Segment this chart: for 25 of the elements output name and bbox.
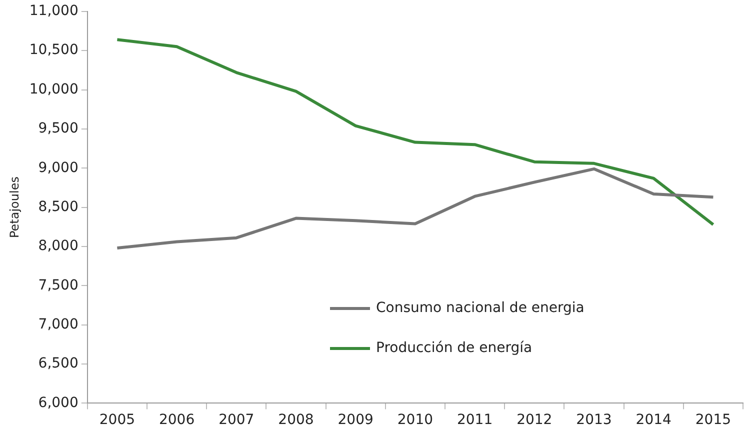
x-tick-label: 2009	[338, 412, 374, 428]
y-tick-label: 10,000	[29, 81, 78, 98]
y-tick-label: 7,500	[38, 277, 78, 294]
y-tick-label: 9,000	[38, 160, 78, 176]
x-tick-label: 2005	[99, 412, 136, 428]
x-tick-label: 2013	[576, 412, 612, 428]
y-tick-label: 6,000	[38, 394, 78, 411]
y-tick-label: 9,500	[38, 120, 78, 137]
legend-label: Consumo nacional de energia	[376, 300, 584, 316]
x-tick-label: 2007	[218, 412, 254, 428]
y-tick-label: 8,500	[38, 198, 78, 215]
x-tick-label: 2011	[456, 412, 493, 428]
y-tick-label: 7,000	[38, 316, 78, 332]
x-tick-label: 2012	[516, 412, 552, 428]
x-tick-label: 2010	[397, 412, 434, 428]
y-tick-label: 6,500	[38, 356, 78, 372]
y-axis-title: Petajoules	[7, 176, 22, 238]
x-tick-label: 2015	[695, 412, 732, 428]
x-tick-label: 2006	[158, 412, 195, 428]
y-tick-label: 10,500	[29, 42, 78, 58]
x-tick-label: 2008	[278, 412, 314, 428]
y-tick-label: 11,000	[29, 3, 78, 20]
y-tick-label: 8,000	[38, 238, 78, 254]
x-tick-label: 2014	[636, 412, 672, 428]
legend-label: Producción de energía	[376, 340, 532, 356]
